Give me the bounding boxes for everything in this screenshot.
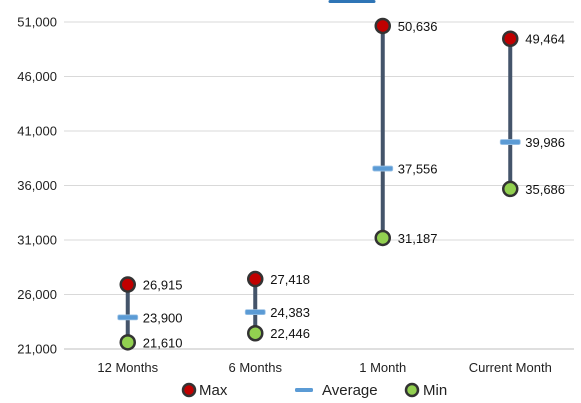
max-value-label: 26,915 bbox=[143, 278, 183, 293]
max-marker bbox=[502, 30, 519, 47]
x-tick-label: 6 Months bbox=[229, 360, 283, 375]
legend-average-label: Average bbox=[322, 382, 378, 399]
max-value-label: 49,464 bbox=[525, 32, 565, 47]
average-marker bbox=[117, 314, 139, 321]
min-value-label: 35,686 bbox=[525, 182, 565, 197]
min-marker bbox=[119, 334, 136, 351]
data-markers bbox=[117, 17, 521, 351]
legend-min-label: Min bbox=[423, 382, 447, 399]
y-tick-label: 26,000 bbox=[17, 287, 57, 302]
range-lines bbox=[125, 25, 513, 343]
data-labels: 26,915 23,900 21,610 27,418 24,383 22,446 50,6… bbox=[143, 19, 565, 350]
min-value-label: 21,610 bbox=[143, 335, 183, 350]
average-marker bbox=[372, 165, 394, 172]
max-marker bbox=[374, 17, 391, 35]
x-axis-ticks: 12 Months 6 Months 1 Month Current Month bbox=[97, 360, 551, 375]
average-marker bbox=[244, 309, 266, 316]
min-marker bbox=[502, 180, 519, 198]
y-tick-label: 46,000 bbox=[17, 69, 57, 84]
x-tick-label: 12 Months bbox=[97, 360, 158, 375]
y-axis-ticks: 21,000 26,000 31,000 36,000 41,000 46,000 51,0… bbox=[17, 15, 57, 357]
min-marker bbox=[374, 229, 391, 247]
y-tick-label: 41,000 bbox=[17, 124, 57, 139]
legend-min-marker bbox=[404, 382, 420, 398]
x-tick-label: 1 Month bbox=[359, 360, 406, 375]
max-marker bbox=[119, 276, 136, 293]
min-value-label: 31,187 bbox=[398, 231, 438, 246]
average-value-label: 24,383 bbox=[270, 305, 310, 320]
average-value-label: 37,556 bbox=[398, 162, 438, 177]
gridlines bbox=[64, 21, 574, 295]
max-value-label: 27,418 bbox=[270, 272, 310, 287]
min-marker bbox=[247, 324, 264, 342]
average-value-label: 23,900 bbox=[143, 310, 183, 325]
x-tick-label: Current Month bbox=[469, 360, 552, 375]
average-value-label: 39,986 bbox=[525, 135, 565, 150]
y-tick-label: 51,000 bbox=[17, 15, 57, 30]
y-tick-label: 21,000 bbox=[17, 342, 57, 357]
legend-average-marker bbox=[295, 388, 313, 392]
y-tick-label: 31,000 bbox=[17, 233, 57, 248]
max-marker bbox=[247, 270, 264, 288]
legend: Max Average Min bbox=[181, 382, 447, 399]
y-tick-label: 36,000 bbox=[17, 178, 57, 193]
average-marker bbox=[499, 139, 521, 145]
legend-max-marker bbox=[181, 382, 197, 398]
max-value-label: 50,636 bbox=[398, 19, 438, 34]
min-value-label: 22,446 bbox=[270, 326, 310, 341]
legend-max-label: Max bbox=[199, 382, 228, 399]
